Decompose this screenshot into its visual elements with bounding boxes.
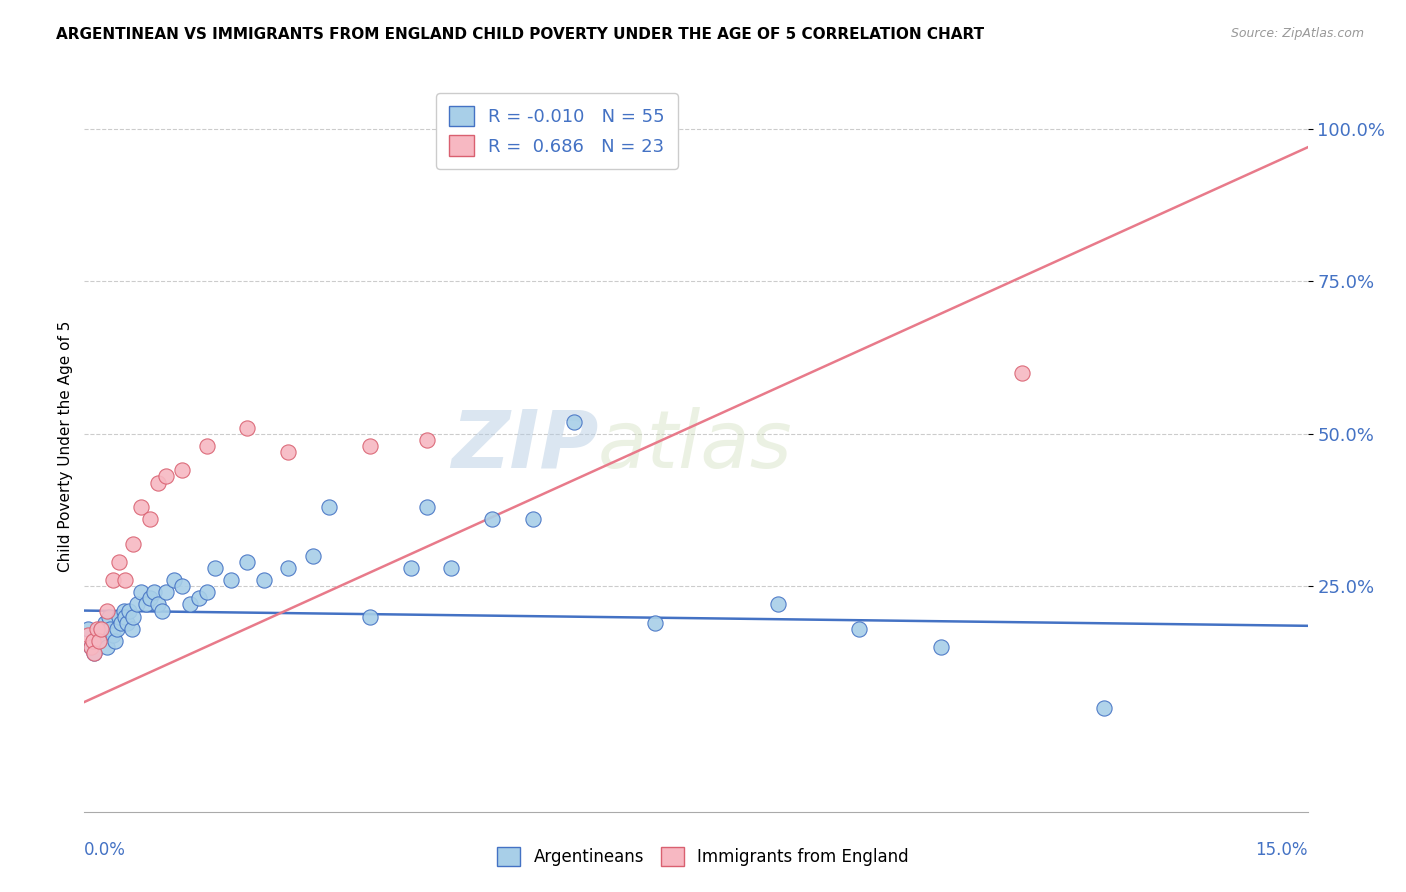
Point xyxy=(80,640,103,655)
Point xyxy=(86,622,108,636)
Point xyxy=(83,646,105,660)
Point xyxy=(277,561,299,575)
Point xyxy=(172,579,194,593)
Point xyxy=(96,640,118,655)
Point xyxy=(929,640,952,655)
Point xyxy=(236,421,259,435)
Point xyxy=(93,615,115,630)
Point xyxy=(82,634,104,648)
Point xyxy=(359,609,381,624)
Point xyxy=(766,598,789,612)
Point xyxy=(522,512,544,526)
Y-axis label: Child Poverty Under the Age of 5: Child Poverty Under the Age of 5 xyxy=(58,320,73,572)
Point xyxy=(481,512,503,526)
Point xyxy=(100,622,122,636)
Text: Source: ZipAtlas.com: Source: ZipAtlas.com xyxy=(1230,27,1364,40)
Point xyxy=(82,634,104,648)
Point xyxy=(115,615,138,630)
Legend: Argentineans, Immigrants from England: Argentineans, Immigrants from England xyxy=(489,838,917,875)
Point xyxy=(195,585,218,599)
Point xyxy=(644,615,666,630)
Point xyxy=(146,475,169,490)
Point xyxy=(236,555,259,569)
Point xyxy=(91,628,114,642)
Point xyxy=(87,634,110,648)
Point xyxy=(77,622,100,636)
Point xyxy=(163,573,186,587)
Point xyxy=(90,622,112,636)
Point xyxy=(416,500,439,514)
Legend: R = -0.010   N = 55, R =  0.686   N = 23: R = -0.010 N = 55, R = 0.686 N = 23 xyxy=(436,93,678,169)
Point xyxy=(301,549,323,563)
Text: 15.0%: 15.0% xyxy=(1256,841,1308,859)
Point xyxy=(114,573,136,587)
Point xyxy=(179,598,201,612)
Text: atlas: atlas xyxy=(598,407,793,485)
Point xyxy=(219,573,242,587)
Point xyxy=(127,598,149,612)
Point xyxy=(83,646,105,660)
Point xyxy=(80,640,103,655)
Point xyxy=(150,603,173,617)
Point xyxy=(187,591,209,606)
Point xyxy=(96,603,118,617)
Point xyxy=(110,615,132,630)
Point xyxy=(122,609,145,624)
Point xyxy=(562,415,585,429)
Point xyxy=(86,628,108,642)
Point xyxy=(107,609,129,624)
Point xyxy=(138,591,160,606)
Point xyxy=(204,561,226,575)
Point xyxy=(118,603,141,617)
Point xyxy=(359,439,381,453)
Point xyxy=(122,536,145,550)
Point xyxy=(142,585,165,599)
Point xyxy=(1092,701,1115,715)
Point xyxy=(87,634,110,648)
Point xyxy=(848,622,870,636)
Point xyxy=(155,469,177,483)
Point xyxy=(195,439,218,453)
Text: ARGENTINEAN VS IMMIGRANTS FROM ENGLAND CHILD POVERTY UNDER THE AGE OF 5 CORRELAT: ARGENTINEAN VS IMMIGRANTS FROM ENGLAND C… xyxy=(56,27,984,42)
Point xyxy=(440,561,463,575)
Point xyxy=(107,555,129,569)
Point xyxy=(114,609,136,624)
Point xyxy=(399,561,422,575)
Point xyxy=(253,573,276,587)
Point xyxy=(277,445,299,459)
Point xyxy=(318,500,340,514)
Point xyxy=(131,585,153,599)
Text: 0.0%: 0.0% xyxy=(84,841,127,859)
Point xyxy=(131,500,153,514)
Point xyxy=(90,622,112,636)
Point xyxy=(138,512,160,526)
Text: ZIP: ZIP xyxy=(451,407,598,485)
Point xyxy=(97,609,120,624)
Point xyxy=(172,463,194,477)
Point xyxy=(101,573,124,587)
Point xyxy=(135,598,157,612)
Point xyxy=(1011,366,1033,380)
Point xyxy=(155,585,177,599)
Point xyxy=(104,634,127,648)
Point xyxy=(416,433,439,447)
Point xyxy=(112,603,135,617)
Point xyxy=(77,628,100,642)
Point xyxy=(121,622,143,636)
Point xyxy=(146,598,169,612)
Point xyxy=(101,628,124,642)
Point xyxy=(105,622,128,636)
